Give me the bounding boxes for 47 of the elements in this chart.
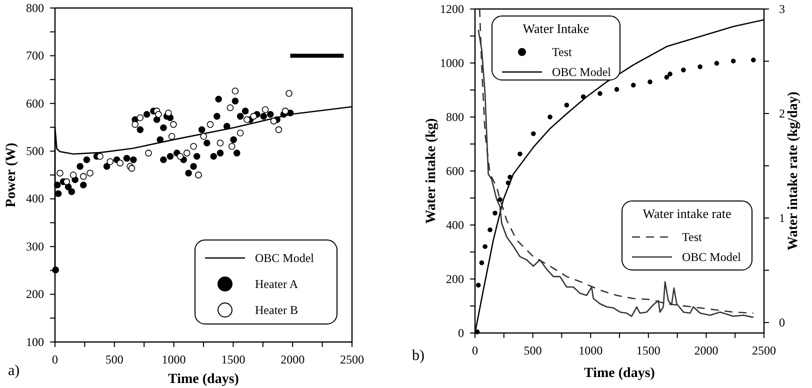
x-tick-label: 0 [52, 352, 58, 367]
y-tick-label: 800 [446, 110, 464, 124]
y2-tick-label: 0 [779, 315, 785, 330]
y-tick-label: 400 [26, 192, 44, 206]
y-tick-label: 700 [26, 48, 44, 63]
x-tick-label: 2500 [340, 352, 364, 367]
legend-label: Test [682, 230, 702, 244]
legend-label: OBC Model [255, 251, 315, 265]
y2-tick-label: 1 [779, 210, 785, 225]
y-tick-label: 0 [458, 326, 464, 340]
y-tick-label: 400 [446, 218, 464, 232]
y-tick-label: 1000 [440, 56, 464, 70]
legend-label: OBC Model [552, 65, 612, 79]
x-tick-label: 0 [472, 344, 478, 358]
legend-label: Heater A [255, 277, 298, 291]
y-tick-label: 600 [26, 96, 44, 110]
y-tick-label: 200 [26, 287, 44, 302]
legend-label: OBC Model [682, 250, 742, 264]
y-axis-title: Water intake (kg) [424, 118, 439, 224]
y2-tick-label: 2 [779, 106, 785, 120]
legend-title: Water Intake [522, 21, 590, 36]
annotation: Water intake rate [642, 206, 732, 221]
y-tick-label: 300 [26, 239, 44, 254]
x-axis-title: Time (days) [584, 366, 656, 381]
y-tick-label: 600 [446, 164, 464, 178]
y-axis-title: Power (W) [4, 142, 19, 208]
y2-tick-label: 3 [779, 2, 785, 16]
x-tick-label: 2000 [694, 344, 718, 358]
y-tick-label: 200 [446, 272, 464, 286]
y-tick-label: 500 [26, 144, 44, 158]
x-tick-label: 2000 [280, 352, 305, 367]
y-tick-label: 1200 [440, 2, 464, 16]
y2-axis-title: Water intake rate (kg/day) [786, 91, 801, 250]
legend-label: Test [552, 45, 572, 59]
x-tick-label: 1000 [162, 352, 186, 367]
x-tick-label: 1500 [221, 352, 246, 367]
x-tick-label: 2500 [752, 344, 776, 358]
y-tick-label: 100 [26, 334, 44, 349]
legend-label: Heater B [255, 303, 298, 317]
y-tick-label: 800 [26, 0, 44, 15]
x-tick-label: 1500 [636, 344, 660, 358]
x-tick-label: 500 [105, 352, 124, 367]
x-tick-label: 1000 [578, 344, 603, 358]
text: a) [8, 363, 20, 379]
text: b) [412, 348, 424, 364]
x-tick-label: 500 [524, 344, 542, 358]
x-axis-title: Time (days) [168, 372, 240, 387]
